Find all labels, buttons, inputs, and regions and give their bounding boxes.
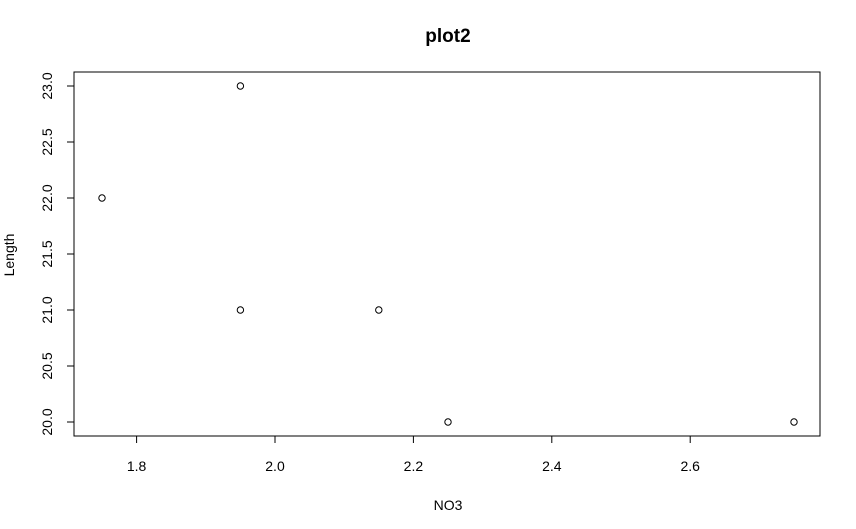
y-tick-label: 21.0 xyxy=(39,296,55,323)
data-point xyxy=(444,418,452,426)
data-point xyxy=(98,194,106,202)
x-tick-label: 1.8 xyxy=(127,458,147,474)
y-tick-label: 23.0 xyxy=(39,72,55,99)
plot-area xyxy=(73,71,821,437)
y-axis: 20.0 20.5 21.0 21.5 22.0 22.5 23.0 xyxy=(39,72,75,436)
x-tick-label: 2.2 xyxy=(404,458,424,474)
y-axis-label: Length xyxy=(1,234,17,277)
x-axis-label: NO3 xyxy=(434,497,463,513)
data-point xyxy=(375,306,383,314)
x-tick-label: 2.4 xyxy=(542,458,562,474)
data-points xyxy=(98,82,798,426)
data-point xyxy=(790,418,798,426)
y-tick-label: 20.5 xyxy=(39,352,55,379)
y-tick-label: 22.0 xyxy=(39,184,55,211)
chart-title: plot2 xyxy=(425,26,470,47)
x-axis: 1.8 2.0 2.2 2.4 2.6 xyxy=(127,435,700,474)
y-tick-label: 22.5 xyxy=(39,128,55,155)
data-point xyxy=(236,82,245,90)
x-tick-label: 2.0 xyxy=(265,458,285,474)
y-tick-label: 20.0 xyxy=(39,408,55,435)
y-tick-label: 21.5 xyxy=(39,240,55,267)
x-tick-label: 2.6 xyxy=(680,458,700,474)
data-point xyxy=(236,306,245,314)
